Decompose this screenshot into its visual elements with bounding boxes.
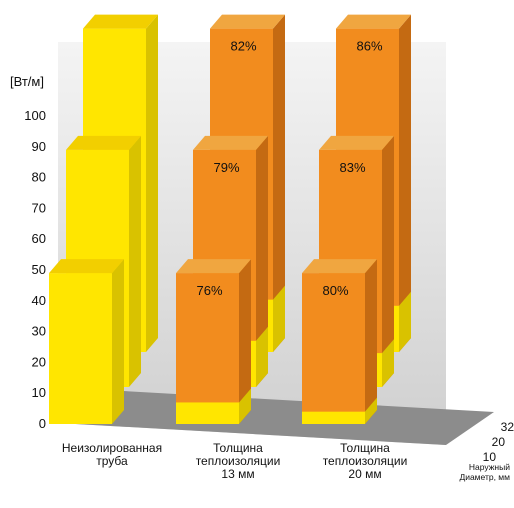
y-tick-label: 70 xyxy=(32,200,46,215)
category-label: теплоизоляции xyxy=(323,454,408,468)
bar-reference-top xyxy=(210,14,285,29)
data-label: 82% xyxy=(230,39,256,54)
bar-top xyxy=(66,135,141,150)
depth-tick-label: 10 xyxy=(483,450,497,464)
bar-side xyxy=(399,291,411,352)
bar-reference-side xyxy=(256,135,268,387)
bar-reference-side xyxy=(382,135,394,387)
data-label: 79% xyxy=(213,160,239,175)
y-tick-label: 90 xyxy=(32,139,46,154)
category-label: Неизолированная xyxy=(62,441,162,455)
bar-top xyxy=(49,259,124,274)
data-label: 86% xyxy=(356,39,382,54)
y-axis-ticks: 0 10 20 30 40 50 60 70 80 90 100 xyxy=(24,108,46,431)
category-label: 20 мм xyxy=(348,467,381,481)
bar-reference-side xyxy=(399,14,411,352)
y-tick-label: 100 xyxy=(24,108,46,123)
category-label: Толщина xyxy=(213,441,263,455)
bar-reference-top xyxy=(302,259,377,274)
data-label: 76% xyxy=(196,283,222,298)
y-tick-label: 60 xyxy=(32,231,46,246)
bar-side xyxy=(382,339,394,387)
y-axis-label: [Вт/м] xyxy=(10,74,44,89)
category-label: теплоизоляции xyxy=(196,454,281,468)
bar-group: 80% xyxy=(302,259,377,424)
category-label: труба xyxy=(96,454,128,468)
y-tick-label: 20 xyxy=(32,354,46,369)
bar-reference-top xyxy=(319,135,394,150)
bar-side xyxy=(112,259,124,424)
bars: 82% 86% 79% 83% 76% 80% xyxy=(49,14,411,424)
bar xyxy=(176,402,239,424)
depth-tick-label: 20 xyxy=(492,435,506,449)
bar-side xyxy=(239,388,251,424)
y-tick-label: 40 xyxy=(32,293,46,308)
bar-side xyxy=(256,326,268,387)
bar-reference-top xyxy=(193,135,268,150)
depth-axis-label: Наружный xyxy=(469,462,510,472)
bar xyxy=(302,411,365,424)
bar-reference xyxy=(176,273,239,424)
depth-axis-label: Диаметр, мм xyxy=(459,472,510,482)
bar-reference-side xyxy=(239,259,251,424)
bar-group: 76% xyxy=(176,259,251,424)
bar-side xyxy=(129,135,141,387)
y-tick-label: 0 xyxy=(39,416,46,431)
bar-group xyxy=(49,259,124,424)
y-tick-label: 10 xyxy=(32,385,46,400)
category-label: Толщина xyxy=(340,441,390,455)
floor xyxy=(58,390,494,445)
bar-side xyxy=(273,285,285,352)
y-tick-label: 30 xyxy=(32,324,46,339)
bar-side xyxy=(146,14,158,352)
data-label: 80% xyxy=(322,283,348,298)
bar xyxy=(49,273,112,424)
category-label: 13 мм xyxy=(221,467,254,481)
y-tick-label: 80 xyxy=(32,170,46,185)
bar-reference-top xyxy=(176,259,251,274)
bar-side xyxy=(365,397,377,424)
category-labels: НеизолированнаятрубаТолщинатеплоизоляции… xyxy=(62,441,407,481)
bar-reference xyxy=(302,273,365,424)
bar-top xyxy=(83,14,158,29)
bar-reference-side xyxy=(365,259,377,424)
bar-reference-top xyxy=(336,14,411,29)
bar-reference-side xyxy=(273,14,285,352)
depth-tick-label: 32 xyxy=(501,420,514,434)
data-label: 83% xyxy=(339,160,365,175)
y-tick-label: 50 xyxy=(32,262,46,277)
